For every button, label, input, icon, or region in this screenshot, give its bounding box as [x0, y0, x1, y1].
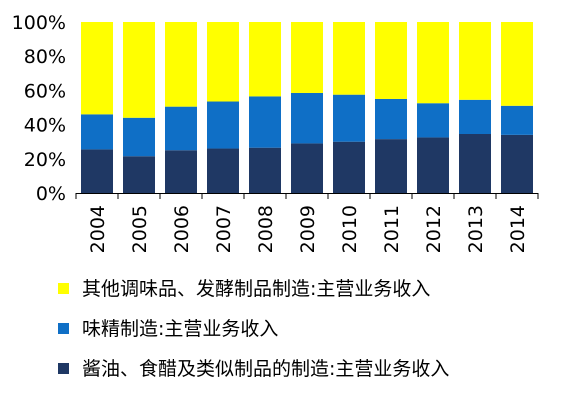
y-tick-label: 80%	[24, 46, 66, 68]
legend-swatch-soy-vinegar	[58, 363, 69, 374]
bar-segment-2-2005	[123, 22, 155, 118]
bar-segment-1-2006	[165, 106, 197, 151]
bar-segment-1-2010	[333, 94, 365, 142]
bar-segment-0-2013	[459, 134, 491, 193]
bar-segment-1-2009	[291, 92, 323, 144]
legend-label-other-condiments: 其他调味品、发酵制品制造:主营业务收入	[82, 278, 431, 300]
x-tick-label: 2007	[213, 205, 235, 253]
y-axis: 0% 20% 40% 60% 80% 100%	[12, 12, 66, 205]
x-tick-label: 2009	[297, 205, 319, 253]
bar-segment-2-2009	[291, 22, 323, 93]
bar-segment-1-2014	[501, 105, 533, 135]
bar-segment-0-2010	[333, 141, 365, 193]
bar-segment-1-2007	[207, 101, 239, 149]
bar-segment-0-2012	[417, 137, 449, 193]
y-tick-label: 40%	[24, 115, 66, 137]
x-tick-label: 2014	[507, 205, 529, 253]
x-tick-label: 2004	[87, 205, 109, 253]
bar-segment-2-2013	[459, 22, 491, 100]
bar-segment-0-2006	[165, 150, 197, 193]
bar-segment-0-2007	[207, 148, 239, 193]
x-tick-label: 2013	[465, 205, 487, 253]
bar-segment-1-2013	[459, 99, 491, 135]
bar-segment-2-2006	[165, 22, 197, 107]
bar-segment-1-2011	[375, 98, 407, 140]
bar-segment-1-2008	[249, 96, 281, 148]
y-tick-label: 100%	[12, 12, 66, 34]
bar-segment-2-2012	[417, 22, 449, 104]
bar-segment-1-2012	[417, 103, 449, 138]
bar-segment-2-2008	[249, 22, 281, 97]
bar-segment-0-2005	[123, 156, 155, 193]
bars	[81, 22, 533, 193]
stacked-bar-chart: 0%20%40%60%80%100% 2004 2005 2006 2007 2008 2…	[12, 12, 539, 253]
bar-segment-0-2008	[249, 147, 281, 193]
x-tick-label: 2008	[255, 205, 277, 253]
bar-segment-1-2005	[123, 117, 155, 157]
legend-swatch-other-condiments	[58, 283, 69, 294]
legend-swatch-msg	[58, 323, 69, 334]
bar-segment-1-2004	[81, 114, 113, 150]
legend-label-soy-vinegar: 酱油、食醋及类似制品的制造:主营业务收入	[82, 358, 450, 380]
bar-segment-2-2007	[207, 22, 239, 102]
bar-segment-2-2004	[81, 22, 113, 115]
bar-segment-0-2014	[501, 134, 533, 193]
x-tick-label: 2006	[171, 205, 193, 253]
y-tick-label: 0%	[36, 183, 66, 205]
bar-segment-2-2010	[333, 22, 365, 95]
bar-segment-2-2011	[375, 22, 407, 99]
x-tick-label: 2005	[129, 205, 151, 253]
bar-segment-0-2009	[291, 143, 323, 193]
y-tick-label: 20%	[24, 149, 66, 171]
legend-label-msg: 味精制造:主营业务收入	[82, 318, 279, 340]
bar-segment-0-2004	[81, 149, 113, 193]
x-tick-label: 2010	[339, 205, 361, 253]
y-tick-label: 60%	[24, 80, 66, 102]
x-tick-label: 2011	[381, 205, 403, 253]
bar-segment-2-2014	[501, 22, 533, 106]
bar-segment-0-2011	[375, 139, 407, 193]
x-axis: 2004 2005 2006 2007 2008 2009 2010 2011 2012 2013…	[75, 193, 539, 253]
x-tick-label: 2012	[423, 205, 445, 253]
